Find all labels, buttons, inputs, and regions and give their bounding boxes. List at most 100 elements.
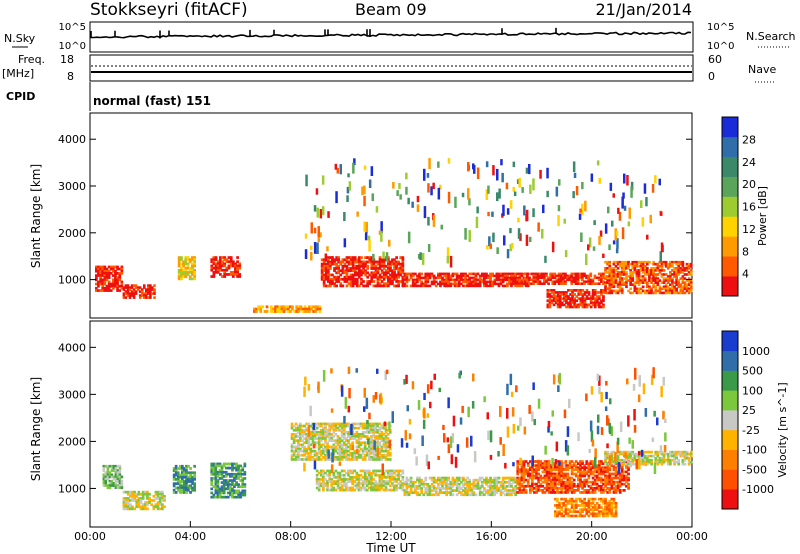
- power-cell: [573, 299, 576, 303]
- power-cell: [360, 264, 363, 268]
- velocity-cell: [178, 467, 182, 470]
- power-cell: [616, 271, 620, 274]
- power-cell: [608, 273, 612, 276]
- velocity-cell: [231, 475, 234, 478]
- velocity-cell: [585, 504, 589, 507]
- velocity-cell: [556, 514, 559, 518]
- velocity-cell: [365, 428, 369, 432]
- power-cell: [414, 282, 417, 286]
- velocity-cell: [239, 472, 242, 476]
- velocity-cell: [370, 426, 373, 430]
- power-cell: [399, 194, 402, 200]
- velocity-cell: [545, 460, 549, 463]
- velocity-cell: [347, 488, 350, 492]
- velocity-cell: [237, 483, 240, 486]
- velocity-cell: [368, 456, 371, 459]
- power-cell: [282, 310, 286, 313]
- velocity-cell: [623, 458, 626, 462]
- velocity-cell: [359, 443, 363, 447]
- velocity-cell: [635, 454, 639, 458]
- power-cell: [364, 273, 367, 277]
- velocity-cell: [193, 475, 196, 479]
- power-cell: [497, 284, 501, 288]
- power-cell: [439, 272, 442, 276]
- velocity-cell: [114, 467, 118, 470]
- power-cell: [656, 267, 660, 270]
- power-cell: [658, 287, 662, 291]
- velocity-cell: [625, 460, 628, 463]
- velocity-cell: [589, 460, 593, 463]
- power-cell: [101, 274, 105, 277]
- power-cell: [380, 284, 384, 288]
- power-cell: [370, 273, 374, 277]
- power-cell: [585, 295, 589, 298]
- velocity-cell: [641, 460, 645, 464]
- velocity-cell: [311, 428, 315, 432]
- velocity-cell: [239, 495, 242, 499]
- velocity-cell: [336, 451, 340, 455]
- power-cell: [593, 220, 596, 225]
- power-cell: [627, 262, 630, 266]
- velocity-cell: [183, 486, 186, 490]
- velocity-cell: [376, 437, 380, 440]
- velocity-cell: [187, 471, 190, 475]
- power-cell: [399, 269, 403, 273]
- power-cell: [380, 264, 384, 268]
- power-cell: [587, 276, 590, 280]
- power-cell: [583, 274, 586, 278]
- power-cell: [615, 231, 619, 236]
- velocity-cell: [299, 435, 302, 438]
- power-cell: [186, 258, 190, 261]
- power-cell: [221, 275, 224, 278]
- velocity-cell: [158, 497, 162, 500]
- power-cell: [576, 272, 580, 276]
- velocity-cell: [541, 489, 545, 492]
- velocity-cell: [474, 485, 478, 488]
- velocity-cell: [224, 475, 228, 478]
- power-cell: [223, 271, 227, 274]
- velocity-cell: [214, 495, 218, 499]
- power-cell: [564, 280, 567, 283]
- power-cell: [378, 258, 382, 262]
- power-cell: [337, 275, 340, 279]
- velocity-cell: [380, 480, 384, 483]
- velocity-cell: [539, 464, 543, 467]
- velocity-cell: [172, 467, 176, 470]
- power-cell: [122, 296, 126, 299]
- power-cell: [501, 272, 505, 276]
- power-cell: [193, 271, 196, 274]
- power-cell: [602, 297, 605, 300]
- nave-tick-bottom: 0: [708, 70, 715, 83]
- velocity-cell: [376, 428, 380, 432]
- velocity-cell: [158, 495, 162, 498]
- velocity-cell: [292, 428, 296, 432]
- velocity-cell: [537, 487, 540, 490]
- power-cell: [677, 285, 681, 289]
- power-cell: [257, 307, 260, 311]
- velocity-cell: [529, 460, 532, 463]
- power-cell: [687, 287, 691, 291]
- velocity-cell: [363, 473, 367, 477]
- velocity-cell: [572, 504, 576, 507]
- velocity-cell: [141, 495, 145, 498]
- velocity-cell: [365, 478, 369, 481]
- power-cell: [648, 273, 651, 276]
- velocity-cell: [181, 475, 184, 479]
- power-cell: [618, 289, 622, 293]
- velocity-cell: [470, 489, 474, 492]
- power-cell: [529, 236, 532, 242]
- power-cell: [399, 271, 403, 275]
- power-cell: [347, 267, 351, 270]
- velocity-cell: [428, 476, 432, 480]
- velocity-cell: [220, 491, 224, 495]
- power-cell: [364, 284, 367, 288]
- power-cell: [654, 279, 658, 282]
- power-cell: [545, 274, 548, 278]
- velocity-cell: [577, 478, 580, 482]
- velocity-cell: [363, 441, 367, 445]
- velocity-cell: [216, 481, 220, 484]
- velocity-cell: [441, 491, 444, 494]
- power-cell: [405, 272, 409, 276]
- velocity-cell: [604, 456, 607, 460]
- velocity-cell: [579, 482, 582, 486]
